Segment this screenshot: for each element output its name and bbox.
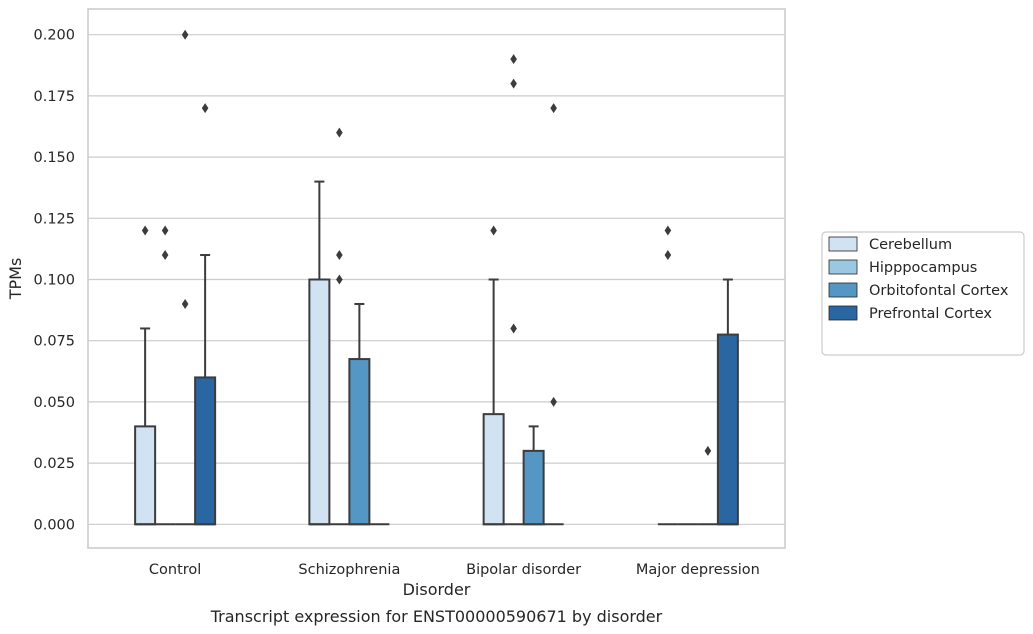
- outlier-point: [664, 225, 672, 236]
- y-tick-label: 0.175: [33, 89, 75, 105]
- x-tick-label: Schizophrenia: [298, 562, 400, 578]
- y-tick-label: 0.200: [33, 28, 75, 44]
- legend-swatch: [828, 259, 858, 275]
- grid-lines: [88, 34, 785, 525]
- outlier-point: [510, 323, 517, 334]
- box-orbitofontal-cortex: [522, 425, 545, 526]
- y-tick-label: 0.050: [33, 395, 75, 411]
- legend-swatch: [828, 305, 858, 321]
- box-body: [522, 449, 545, 526]
- y-tick-label: 0.100: [33, 273, 75, 289]
- outlier-point: [704, 445, 712, 456]
- box-hipppocampus: [329, 127, 350, 526]
- legend-frame: [821, 231, 1025, 356]
- box-orbitofontal-cortex: [175, 29, 196, 526]
- box-series: [134, 29, 739, 526]
- box-body: [482, 413, 505, 526]
- box-prefrontal-cortex: [716, 278, 739, 526]
- y-tick-label: 0.150: [33, 150, 75, 166]
- outlier-point: [490, 225, 497, 236]
- outlier-point: [181, 298, 189, 309]
- box-cerebellum: [657, 225, 678, 526]
- x-tick-label: Control: [149, 562, 201, 578]
- box-body: [716, 333, 739, 526]
- x-tick-labels: Control Schizophrenia Bipolar disorder Majo…: [149, 562, 760, 578]
- outlier-point: [141, 225, 149, 236]
- box-prefrontal-cortex: [543, 103, 564, 526]
- y-tick-label: 0.125: [33, 211, 75, 227]
- outlier-point: [201, 103, 209, 114]
- legend-swatch: [828, 282, 858, 298]
- outlier-point: [336, 274, 343, 285]
- x-axis-title: Disorder: [403, 580, 471, 599]
- outlier-point: [550, 103, 557, 114]
- legend-label: Orbitofontal Cortex: [869, 283, 1009, 299]
- outlier-point: [161, 225, 169, 236]
- outlier-point: [510, 54, 517, 65]
- legend-label: Cerebellum: [869, 237, 952, 253]
- outlier-point: [510, 78, 517, 89]
- box-cerebellum: [308, 180, 331, 526]
- y-tick-label: 0.025: [33, 456, 75, 472]
- box-body: [194, 376, 217, 526]
- legend-swatch: [828, 236, 858, 252]
- x-tick-label: Bipolar disorder: [466, 562, 581, 578]
- box-cerebellum: [482, 225, 505, 526]
- y-tick-label: 0.075: [33, 334, 75, 350]
- outlier-point: [336, 127, 343, 138]
- plot-frame: [87, 8, 786, 549]
- box-orbitofontal-cortex: [348, 302, 371, 526]
- box-hipppocampus: [503, 54, 524, 526]
- legend: Cerebellum Hipppocampus Orbitofontal Corte…: [821, 231, 1025, 356]
- box-hipppocampus: [155, 225, 176, 526]
- outlier-point: [336, 250, 343, 261]
- y-tick-label: 0.000: [33, 517, 75, 533]
- box-body: [134, 425, 157, 526]
- chart-title: Transcript expression for ENST0000059067…: [210, 607, 663, 626]
- legend-label: Prefrontal Cortex: [869, 306, 992, 322]
- box-body: [308, 278, 331, 526]
- outlier-point: [550, 396, 557, 407]
- box-prefrontal-cortex: [194, 103, 217, 526]
- box-cerebellum: [134, 225, 157, 526]
- box-body: [348, 358, 371, 526]
- outlier-point: [181, 29, 189, 40]
- outlier-point: [664, 250, 672, 261]
- box-orbitofontal-cortex: [697, 445, 718, 526]
- legend-label: Hipppocampus: [869, 260, 977, 276]
- outlier-point: [161, 250, 169, 261]
- x-tick-label: Major depression: [636, 562, 760, 578]
- y-axis-title: TPMs: [6, 258, 25, 301]
- y-tick-labels: 0.000 0.025 0.050 0.075 0.100 0.125 0.150 0.175…: [33, 28, 75, 534]
